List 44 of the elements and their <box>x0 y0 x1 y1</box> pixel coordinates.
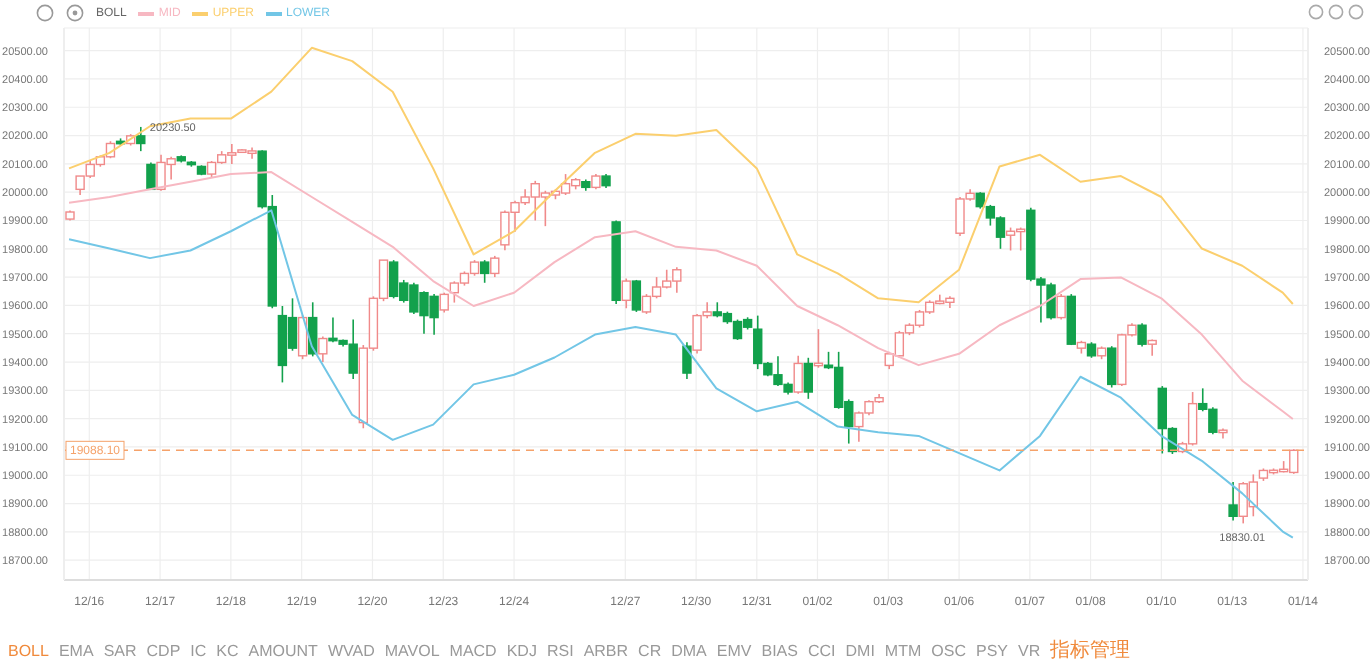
text: CR <box>638 641 662 659</box>
text: BOLL <box>8 641 49 659</box>
text: MACD <box>449 641 497 659</box>
text: KDJ <box>506 641 537 659</box>
candlestick <box>1056 293 1066 321</box>
text: KC <box>216 641 239 659</box>
text: CDP <box>146 641 181 659</box>
candlestick <box>793 355 803 395</box>
text: RSI <box>546 641 574 659</box>
text: IC <box>190 641 207 659</box>
text: VR <box>1018 641 1041 659</box>
candlestick <box>1147 338 1157 357</box>
text: MTM <box>884 641 922 659</box>
candlestick <box>146 161 156 191</box>
text: CCI <box>807 641 836 659</box>
candlestick <box>479 259 490 284</box>
candlestick <box>136 126 146 152</box>
text: ARBR <box>583 641 629 659</box>
text: BIAS <box>761 641 798 659</box>
candlestick <box>803 356 814 400</box>
candlestick <box>1228 481 1238 522</box>
text: EMA <box>58 641 94 659</box>
text: DMI <box>845 641 875 659</box>
line-series <box>68 46 1294 305</box>
line-series <box>68 171 1294 420</box>
candlestick <box>490 255 500 278</box>
text: OSC <box>931 641 966 659</box>
text: SAR <box>103 641 137 659</box>
line-series <box>68 209 1294 539</box>
text: DMA <box>671 641 707 659</box>
candlestick <box>1137 322 1147 348</box>
candlestick <box>1066 293 1076 346</box>
text: 指标管理 <box>1050 637 1131 664</box>
candlestick <box>1107 345 1117 389</box>
text: WVAD <box>327 641 375 659</box>
text: MAVOL <box>384 641 440 659</box>
candlestick <box>682 341 692 380</box>
text: EMV <box>716 641 752 659</box>
candlestick <box>631 279 642 313</box>
candlestick <box>439 291 449 314</box>
text: AMOUNT <box>248 641 318 659</box>
candlestick <box>621 277 631 310</box>
candlestick <box>318 335 328 363</box>
text: PSY <box>975 641 1008 659</box>
